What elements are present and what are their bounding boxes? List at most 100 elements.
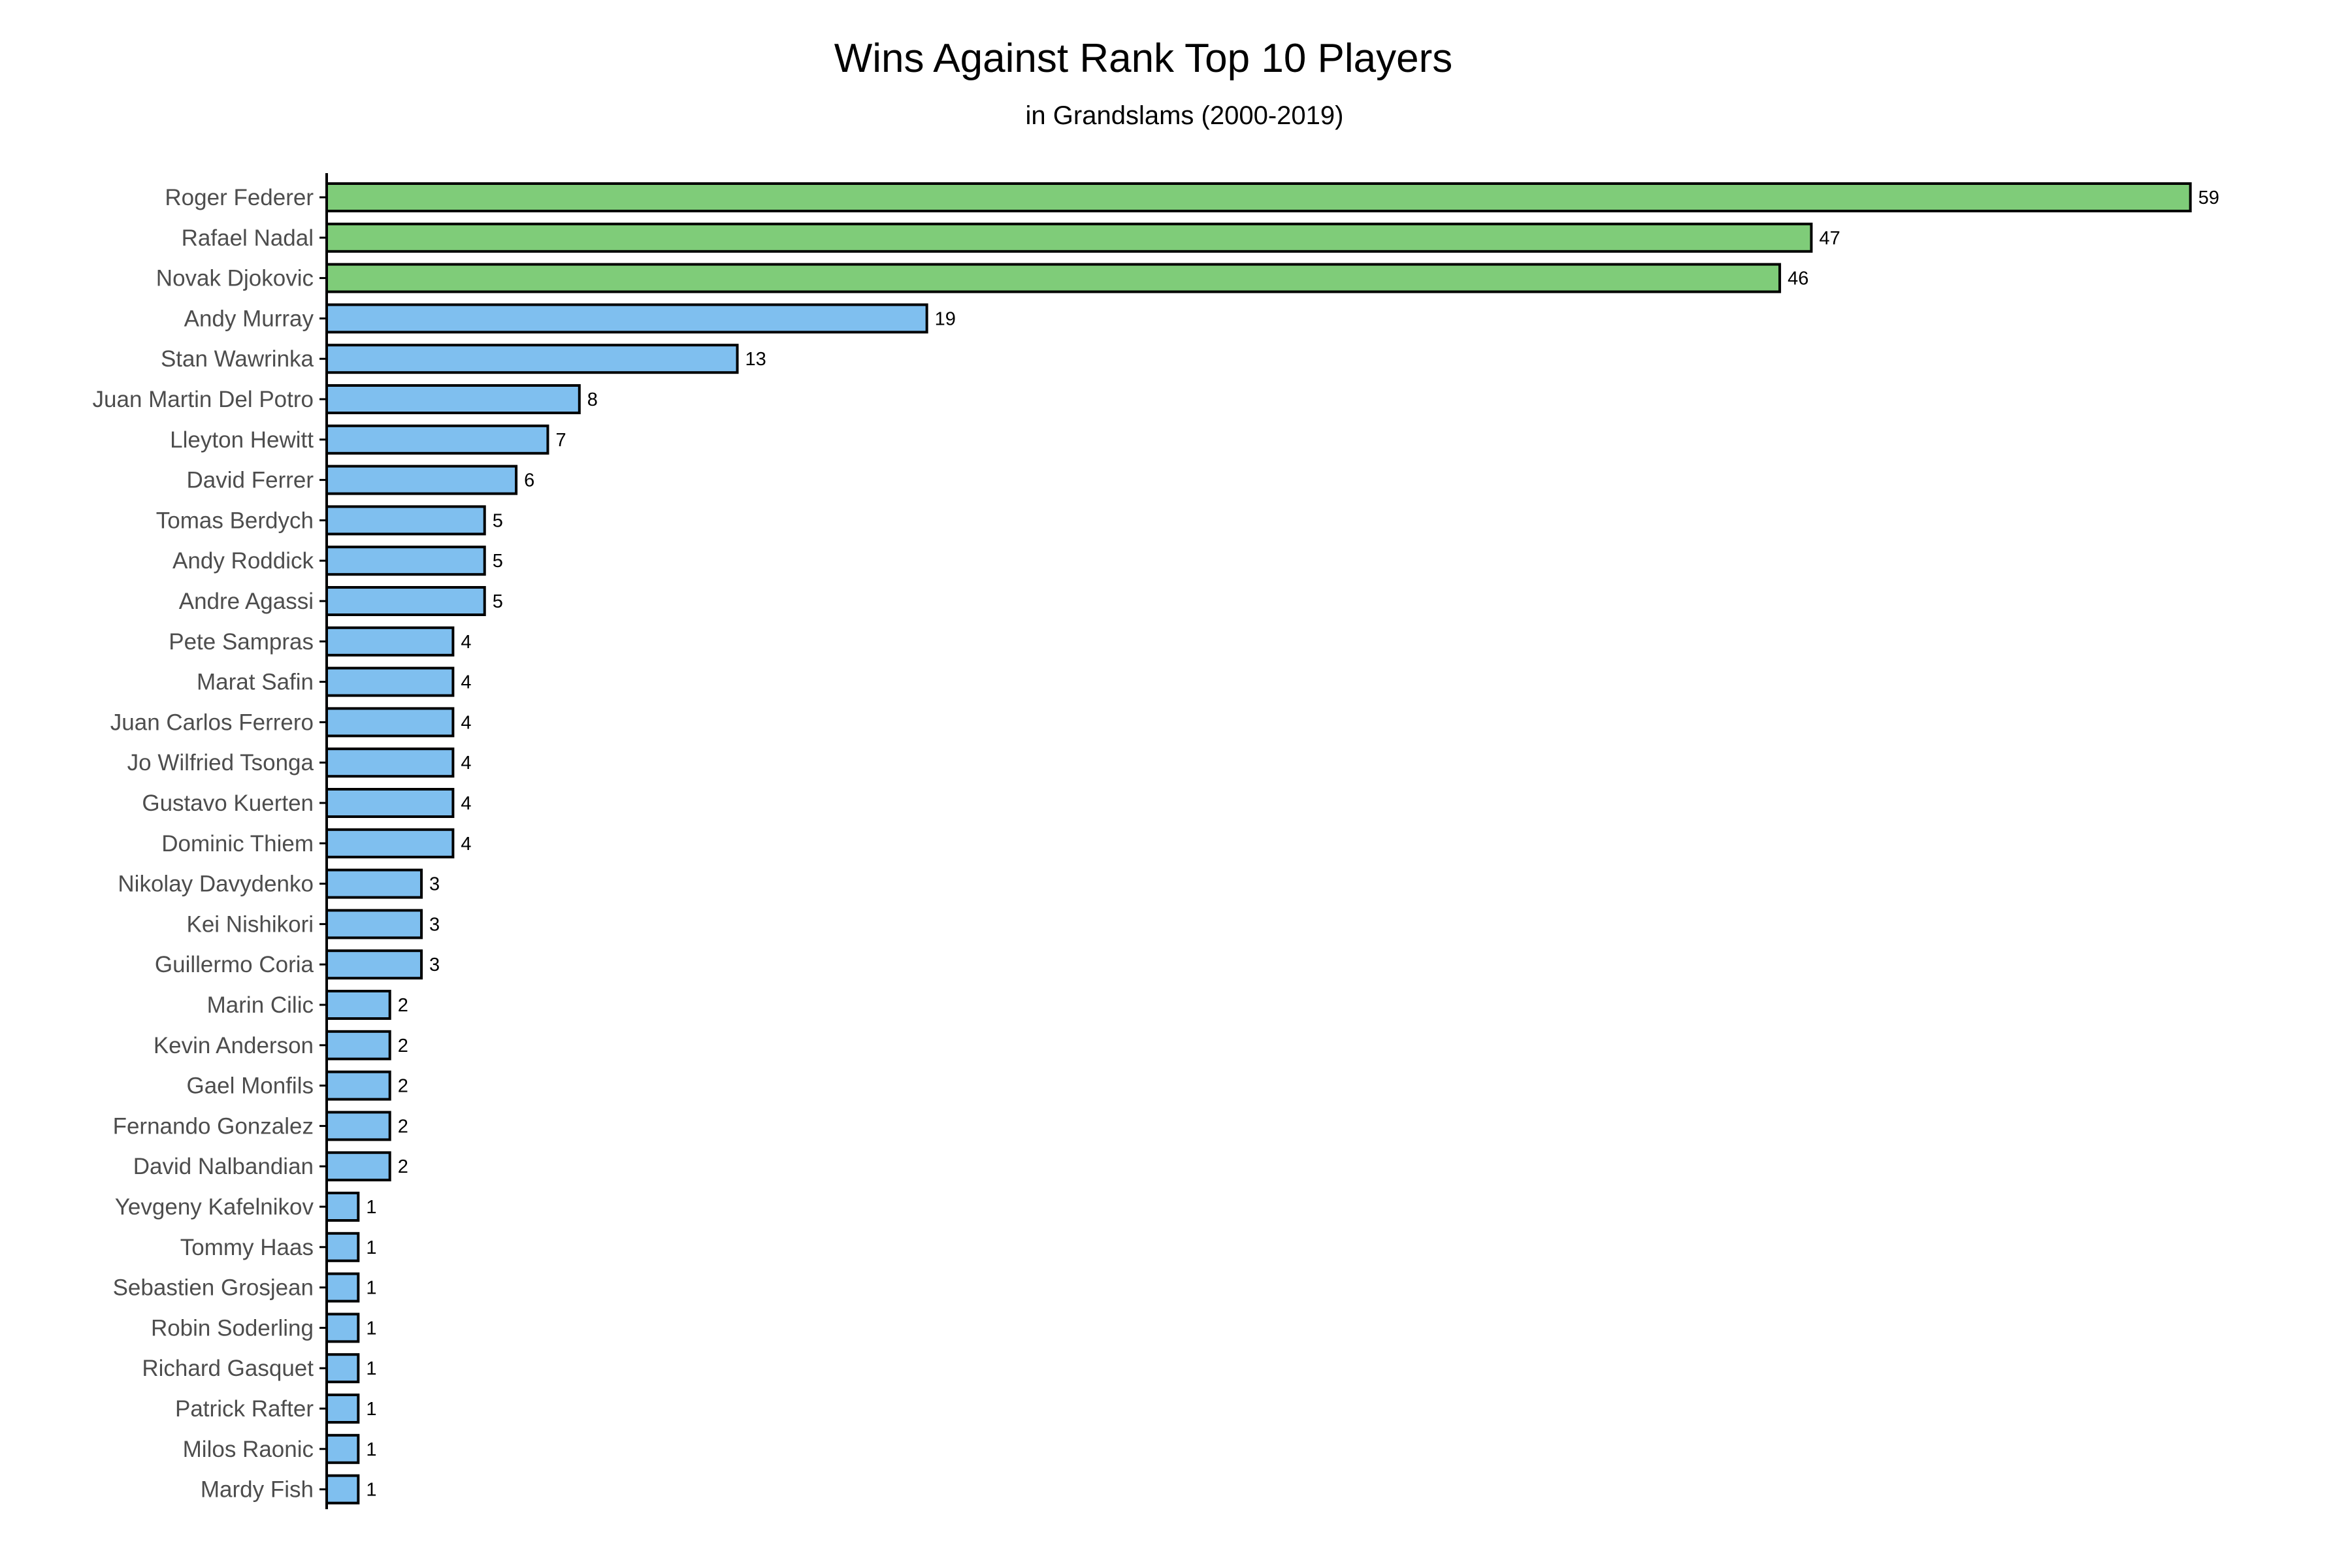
bar	[325, 1070, 391, 1101]
y-tick-label: Robin Soderling	[151, 1315, 314, 1341]
bar	[325, 344, 739, 374]
y-tick-label: Tomas Berdych	[156, 508, 314, 533]
y-tick-label: Roger Federer	[165, 185, 314, 210]
bar-value-label: 3	[429, 914, 440, 935]
chart-subtitle: in Grandslams (2000-2019)	[1026, 101, 1344, 130]
bar-value-label: 1	[366, 1480, 376, 1501]
bar-value-label: 8	[587, 389, 598, 410]
bar-value-label: 3	[429, 874, 440, 895]
bar	[325, 586, 486, 616]
bar	[325, 707, 455, 738]
bar	[325, 424, 549, 455]
bar-value-label: 5	[493, 551, 503, 572]
y-tick-label: Andy Murray	[184, 306, 314, 331]
bar-value-label: 47	[1819, 228, 1840, 249]
bar	[325, 1313, 360, 1343]
bar	[325, 1232, 360, 1262]
bar	[325, 1151, 391, 1182]
bar	[325, 505, 486, 536]
bar	[325, 546, 486, 576]
bar-value-label: 4	[461, 672, 471, 693]
bar	[325, 303, 928, 334]
bar-value-label: 1	[366, 1358, 376, 1379]
bar	[325, 949, 423, 980]
bar	[325, 1030, 391, 1060]
y-tick-label: Guillermo Coria	[155, 952, 314, 977]
bar	[325, 666, 455, 697]
chart-title: Wins Against Rank Top 10 Players	[834, 36, 1453, 81]
bar-value-label: 5	[493, 510, 503, 531]
bar	[325, 909, 423, 939]
y-tick-label: Gael Monfils	[186, 1073, 314, 1099]
y-tick-label: Mardy Fish	[201, 1477, 314, 1503]
y-tick-label: Dominic Thiem	[161, 831, 314, 857]
y-tick-label: Milos Raonic	[183, 1437, 314, 1462]
bar-value-label: 46	[1788, 269, 1808, 289]
bar-value-label: 2	[398, 1156, 408, 1177]
bar	[325, 1433, 360, 1464]
y-tick-label: Yevgeny Kafelnikov	[115, 1194, 314, 1220]
bar	[325, 384, 581, 414]
bar-value-label: 5	[493, 591, 503, 612]
bar	[325, 182, 2192, 212]
bar-value-label: 2	[398, 1076, 408, 1097]
bar-value-label: 1	[366, 1399, 376, 1420]
bar	[325, 1111, 391, 1141]
bar	[325, 1192, 360, 1222]
bar-value-label: 1	[366, 1439, 376, 1460]
bar-value-label: 4	[461, 793, 471, 814]
y-tick-label: Juan Carlos Ferrero	[110, 710, 314, 735]
y-tick-label: Lleyton Hewitt	[170, 427, 314, 453]
bar	[325, 1394, 360, 1424]
bar-value-label: 4	[461, 632, 471, 653]
y-tick-label: Patrick Rafter	[175, 1396, 314, 1422]
y-tick-label: Marin Cilic	[207, 992, 314, 1018]
y-tick-label: Fernando Gonzalez	[113, 1113, 314, 1139]
bar	[325, 788, 455, 818]
bar-value-label: 2	[398, 1116, 408, 1137]
bar-value-label: 7	[555, 430, 566, 451]
bar-value-label: 6	[524, 470, 534, 491]
y-tick-label: Nikolay Davydenko	[118, 872, 314, 897]
bar	[325, 263, 1782, 293]
bar-value-label: 13	[745, 349, 766, 370]
bar	[325, 1474, 360, 1505]
bar-value-label: 2	[398, 995, 408, 1016]
bar	[325, 1353, 360, 1384]
y-tick-label: Stan Wawrinka	[161, 346, 314, 372]
bar-value-label: 3	[429, 955, 440, 975]
bar	[325, 868, 423, 899]
y-tick-label: Tommy Haas	[180, 1235, 314, 1260]
y-tick-label: David Nalbandian	[133, 1154, 314, 1179]
bar-value-label: 4	[461, 712, 471, 733]
y-tick-label: Kevin Anderson	[154, 1033, 314, 1058]
y-tick-label: Sebastien Grosjean	[113, 1275, 314, 1301]
y-tick-label: Andre Agassi	[179, 589, 314, 614]
y-tick-label: Rafael Nadal	[182, 225, 314, 251]
bar-value-label: 1	[366, 1278, 376, 1299]
y-tick-label: Andy Roddick	[172, 548, 314, 574]
bar	[325, 828, 455, 858]
y-tick-label: Gustavo Kuerten	[142, 791, 314, 816]
bar-value-label: 1	[366, 1197, 376, 1218]
bar	[325, 222, 1813, 253]
y-tick-label: Marat Safin	[197, 670, 314, 695]
y-tick-label: Juan Martin Del Potro	[93, 387, 314, 412]
bar-value-label: 2	[398, 1036, 408, 1056]
y-tick-label: David Ferrer	[187, 468, 314, 493]
y-tick-label: Jo Wilfried Tsonga	[127, 750, 314, 776]
y-tick-label: Kei Nishikori	[187, 911, 314, 937]
bar	[325, 626, 455, 657]
bar-value-label: 1	[366, 1237, 376, 1258]
y-tick-label: Richard Gasquet	[142, 1356, 314, 1381]
bar-value-label: 59	[2198, 188, 2219, 208]
bar-value-label: 4	[461, 753, 471, 774]
y-tick-label: Pete Sampras	[169, 629, 314, 655]
y-tick-label: Novak Djokovic	[156, 266, 314, 291]
bar-value-label: 4	[461, 834, 471, 855]
bar	[325, 990, 391, 1020]
bar	[325, 747, 455, 778]
bar	[325, 465, 518, 495]
